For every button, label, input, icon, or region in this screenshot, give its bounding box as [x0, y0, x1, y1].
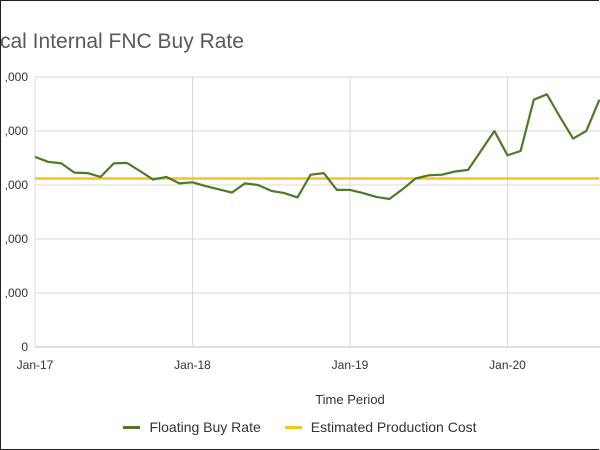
x-axis-title: Time Period: [315, 392, 385, 407]
series-line-floating-buy-rate: [34, 93, 600, 201]
legend-swatch-floating-buy-rate: [123, 425, 141, 429]
x-tick-label: Jan-20: [489, 358, 526, 372]
legend: Floating Buy Rate Estimated Production C…: [0, 419, 600, 435]
y-tick-label: 0: [21, 340, 28, 354]
legend-label-estimated-production-cost: Estimated Production Cost: [310, 419, 477, 435]
x-tick-label: Jan-18: [174, 358, 211, 372]
legend-item-floating-buy-rate[interactable]: Floating Buy Rate: [123, 419, 261, 435]
y-tick-label: ,000: [5, 232, 29, 246]
legend-item-estimated-production-cost[interactable]: Estimated Production Cost: [284, 419, 477, 435]
y-tick-label: ,000: [5, 124, 29, 138]
y-tick-label: ,000: [5, 178, 29, 192]
chart-title: cal Internal FNC Buy Rate: [0, 30, 244, 53]
x-tick-label: Jan-19: [332, 358, 369, 372]
y-axis-ticks: ,000 ,000 ,000 ,000 ,000 0: [5, 70, 29, 354]
x-axis-ticks: Jan-17 Jan-18 Jan-19 Jan-20: [17, 358, 527, 372]
grid-lines: [34, 76, 600, 348]
x-tick-label: Jan-17: [17, 358, 54, 372]
y-tick-label: ,000: [5, 286, 29, 300]
y-tick-label: ,000: [5, 70, 29, 84]
legend-swatch-estimated-production-cost: [284, 425, 302, 429]
series-layer: [34, 93, 600, 201]
legend-label-floating-buy-rate: Floating Buy Rate: [149, 419, 261, 435]
